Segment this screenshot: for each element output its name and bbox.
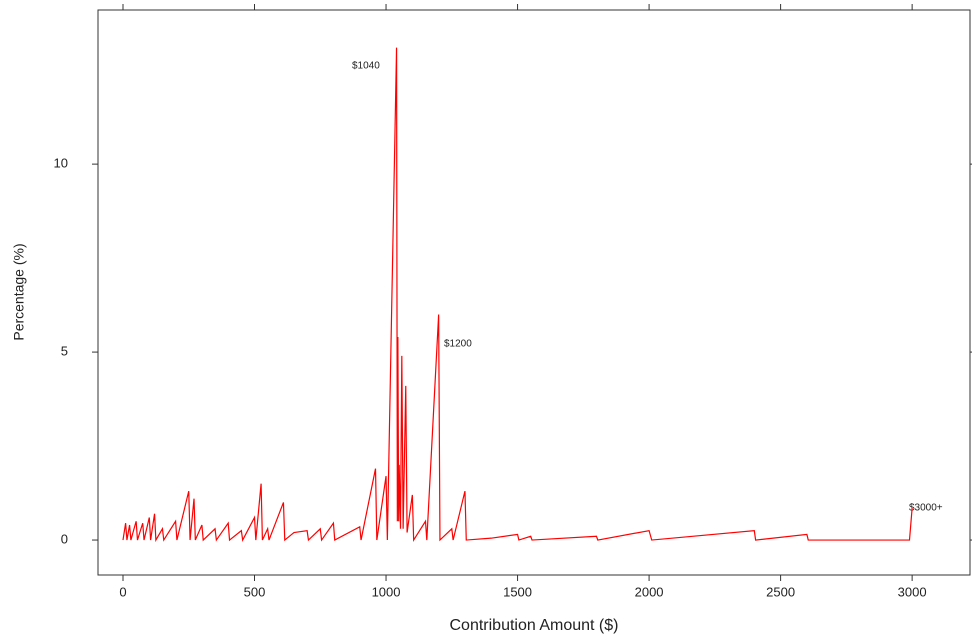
x-tick-label: 2500 [766, 584, 795, 599]
x-tick-label: 0 [119, 584, 126, 599]
annotation: $1040 [352, 61, 380, 72]
x-tick-label: 500 [244, 584, 266, 599]
x-tick-label: 3000 [898, 584, 927, 599]
y-tick-label: 0 [61, 531, 68, 546]
x-tick-label: 1500 [503, 584, 532, 599]
x-tick-label: 1000 [372, 584, 401, 599]
y-tick-label: 10 [54, 156, 68, 171]
y-axis-label: Percentage (%) [11, 243, 27, 340]
annotation: $3000+ [909, 503, 943, 514]
data-line [122, 47, 913, 543]
plot-frame [97, 9, 971, 576]
x-axis-label: Contribution Amount ($) [450, 617, 619, 634]
annotation: $1200 [444, 339, 472, 350]
y-tick-label: 5 [61, 344, 68, 359]
x-tick-label: 2000 [635, 584, 664, 599]
